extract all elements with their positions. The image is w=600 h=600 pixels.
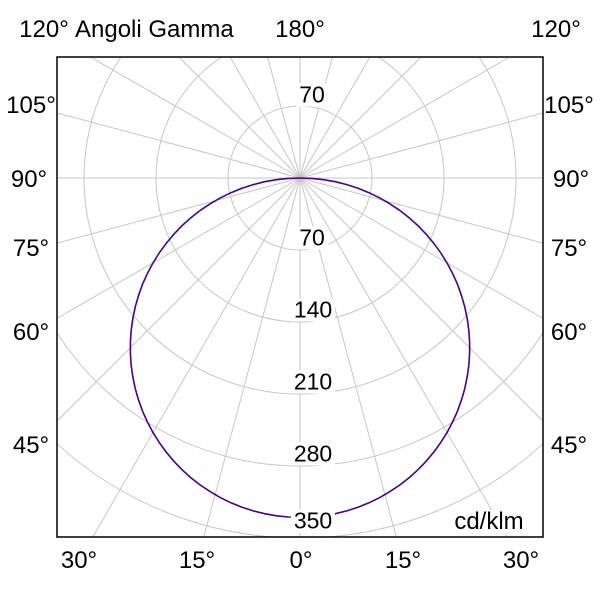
radial-label-280: 280 (290, 442, 336, 466)
radial-label-70-upper: 70 (296, 83, 328, 107)
gamma-label-0-bottom: 0° (289, 547, 313, 574)
gamma-label-45-right: 45° (550, 432, 588, 459)
gamma-label-15-bottom-left: 15° (178, 547, 216, 574)
gamma-label-30-bottom-right: 30° (502, 547, 540, 574)
radial-label-210: 210 (290, 370, 336, 394)
gamma-label-90-right: 90° (552, 166, 590, 193)
gamma-label-105-right: 105° (544, 92, 594, 119)
gamma-label-105-left: 105° (6, 92, 56, 119)
gamma-label-15-bottom-right: 15° (384, 547, 422, 574)
radial-label-140: 140 (290, 298, 336, 322)
chart-title: Angoli Gamma (75, 16, 234, 43)
gamma-label-120-top-left: 120° (19, 16, 69, 43)
radial-label-70: 70 (296, 226, 328, 250)
gamma-label-45-left: 45° (12, 432, 50, 459)
gamma-label-75-right: 75° (550, 235, 588, 262)
gamma-label-60-right: 60° (550, 319, 588, 346)
gamma-label-180-top: 180° (275, 16, 325, 43)
gamma-label-90-left: 90° (10, 166, 48, 193)
gamma-label-120-top-right: 120° (531, 16, 581, 43)
gamma-label-75-left: 75° (12, 235, 50, 262)
unit-label: cd/klm (451, 510, 527, 534)
radial-label-350: 350 (290, 509, 336, 533)
gamma-label-30-bottom-left: 30° (60, 547, 98, 574)
gamma-label-60-left: 60° (12, 319, 50, 346)
